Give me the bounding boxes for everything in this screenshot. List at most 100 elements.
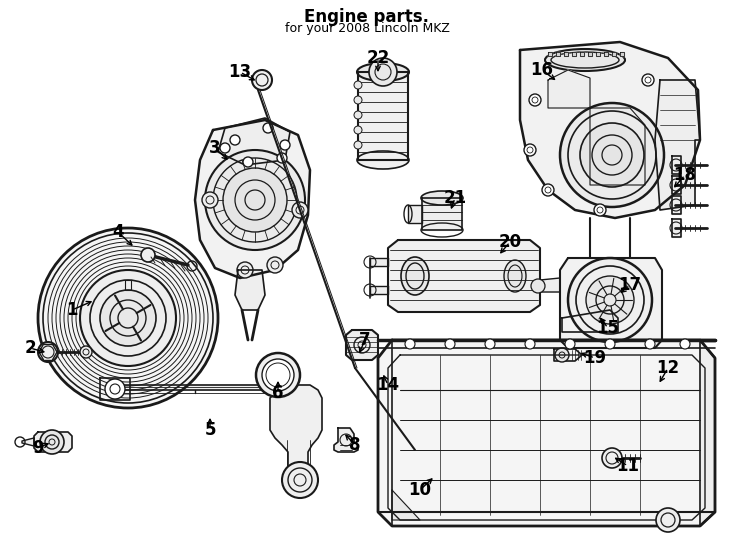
Text: 1: 1 xyxy=(66,301,78,319)
Text: for your 2008 Lincoln MKZ: for your 2008 Lincoln MKZ xyxy=(285,22,449,35)
Text: 9: 9 xyxy=(32,439,44,457)
Circle shape xyxy=(277,153,287,163)
Polygon shape xyxy=(378,340,715,526)
Text: 20: 20 xyxy=(498,233,522,251)
Text: 3: 3 xyxy=(209,139,221,157)
Circle shape xyxy=(354,126,362,134)
Circle shape xyxy=(354,141,362,149)
Polygon shape xyxy=(100,378,130,400)
Circle shape xyxy=(580,123,644,187)
Circle shape xyxy=(542,184,554,196)
Circle shape xyxy=(243,157,253,167)
Text: 22: 22 xyxy=(366,49,390,67)
Text: 13: 13 xyxy=(228,63,252,81)
Polygon shape xyxy=(408,205,422,223)
Circle shape xyxy=(80,270,176,366)
Ellipse shape xyxy=(357,63,409,81)
Polygon shape xyxy=(655,80,700,210)
Polygon shape xyxy=(672,176,681,194)
Circle shape xyxy=(202,192,218,208)
Circle shape xyxy=(560,103,664,207)
Polygon shape xyxy=(604,52,608,56)
Polygon shape xyxy=(370,286,388,294)
Text: 5: 5 xyxy=(204,421,216,439)
Circle shape xyxy=(354,96,362,104)
Text: 7: 7 xyxy=(359,331,371,349)
Polygon shape xyxy=(235,270,265,310)
Polygon shape xyxy=(388,240,540,312)
Circle shape xyxy=(230,135,240,145)
Circle shape xyxy=(220,143,230,153)
Circle shape xyxy=(80,346,92,358)
Text: 14: 14 xyxy=(377,376,399,394)
Polygon shape xyxy=(334,428,358,452)
Circle shape xyxy=(354,81,362,89)
Ellipse shape xyxy=(401,257,429,295)
Circle shape xyxy=(292,202,308,218)
Circle shape xyxy=(267,257,283,273)
Polygon shape xyxy=(548,52,552,56)
Polygon shape xyxy=(554,349,582,361)
Ellipse shape xyxy=(357,151,409,169)
Polygon shape xyxy=(34,432,72,452)
Circle shape xyxy=(282,462,318,498)
Polygon shape xyxy=(22,438,34,446)
Circle shape xyxy=(555,348,569,362)
Circle shape xyxy=(529,94,541,106)
Circle shape xyxy=(100,290,156,346)
Circle shape xyxy=(237,262,253,278)
Circle shape xyxy=(565,339,575,349)
Text: 12: 12 xyxy=(656,359,680,377)
Circle shape xyxy=(485,339,495,349)
Polygon shape xyxy=(112,385,322,478)
Text: 17: 17 xyxy=(619,276,642,294)
Polygon shape xyxy=(346,330,378,360)
Circle shape xyxy=(354,111,362,119)
Text: Engine parts.: Engine parts. xyxy=(305,8,429,26)
Circle shape xyxy=(38,342,58,362)
Text: 15: 15 xyxy=(597,319,619,337)
Polygon shape xyxy=(596,52,600,56)
Circle shape xyxy=(568,258,652,342)
Text: 8: 8 xyxy=(349,436,360,454)
Polygon shape xyxy=(392,490,420,520)
Polygon shape xyxy=(556,52,560,56)
Circle shape xyxy=(605,339,615,349)
Circle shape xyxy=(405,339,415,349)
Polygon shape xyxy=(672,219,681,237)
Text: 6: 6 xyxy=(272,384,284,402)
Circle shape xyxy=(256,353,300,397)
Polygon shape xyxy=(548,70,590,108)
Ellipse shape xyxy=(504,260,526,292)
Circle shape xyxy=(586,276,634,324)
Polygon shape xyxy=(560,258,662,348)
Polygon shape xyxy=(672,156,681,174)
Ellipse shape xyxy=(545,49,625,71)
Text: 18: 18 xyxy=(674,166,697,184)
Polygon shape xyxy=(620,52,624,56)
Circle shape xyxy=(280,140,290,150)
Text: 2: 2 xyxy=(24,339,36,357)
Polygon shape xyxy=(422,198,462,230)
Circle shape xyxy=(525,339,535,349)
Circle shape xyxy=(369,58,397,86)
Polygon shape xyxy=(672,196,681,214)
Circle shape xyxy=(38,228,218,408)
Circle shape xyxy=(524,144,536,156)
Circle shape xyxy=(645,339,655,349)
Polygon shape xyxy=(580,52,584,56)
Circle shape xyxy=(40,430,64,454)
Text: 16: 16 xyxy=(531,61,553,79)
Circle shape xyxy=(252,70,272,90)
Polygon shape xyxy=(520,42,700,218)
Polygon shape xyxy=(564,52,568,56)
Polygon shape xyxy=(195,120,310,278)
Circle shape xyxy=(223,168,287,232)
Circle shape xyxy=(262,359,294,391)
Circle shape xyxy=(594,204,606,216)
Circle shape xyxy=(656,508,680,532)
Polygon shape xyxy=(218,118,290,165)
Circle shape xyxy=(602,448,622,468)
Polygon shape xyxy=(700,340,715,526)
Polygon shape xyxy=(358,72,408,160)
